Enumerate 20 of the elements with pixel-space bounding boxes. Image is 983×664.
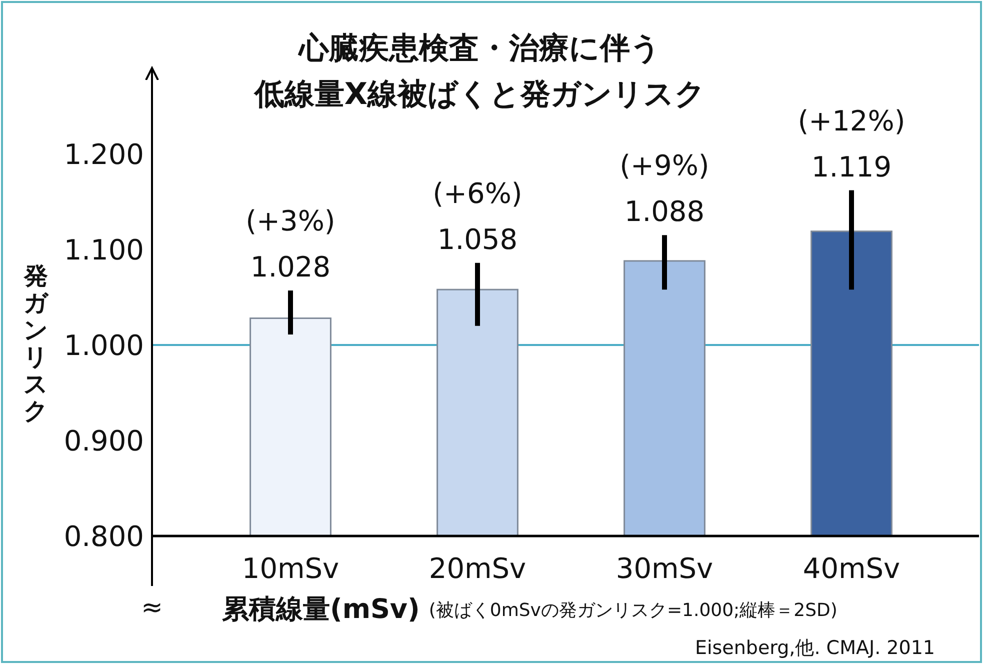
y-tick-label: 1.100 (64, 233, 144, 266)
data-label: (+12%) 1.119 (798, 104, 906, 184)
chart-title: 心臓疾患検査・治療に伴う (297, 31, 661, 66)
data-label: (+6%) 1.058 (432, 176, 522, 256)
y-tick-label: 1.000 (64, 328, 144, 362)
text: (被ばく0mSvの発ガンリスク=1.000;縦棒＝2SD) (428, 600, 838, 621)
y-tick-label: 1.200 (64, 138, 144, 171)
x-tick-label: 30mSv (616, 552, 714, 585)
data-label: (+3%) 1.028 (246, 204, 336, 284)
y-tick-label: 0.800 (64, 520, 144, 553)
x-tick-label: 20mSv (428, 552, 526, 585)
chart-subtitle: 低線量X線被ばくと発ガンリスク (253, 77, 706, 112)
text: ≈ (141, 593, 163, 623)
data-label: (+9%) 1.088 (620, 149, 710, 228)
x-tick-label: 40mSv (802, 552, 900, 585)
x-axis-title: 累積線量(mSv) (221, 594, 420, 625)
text: Eisenberg,他. CMAJ. 2011 (694, 637, 935, 659)
x-tick-label: 10mSv (242, 552, 340, 585)
y-tick-label: 0.900 (64, 424, 144, 458)
y-axis-title: 発ガンリスク (23, 262, 50, 425)
